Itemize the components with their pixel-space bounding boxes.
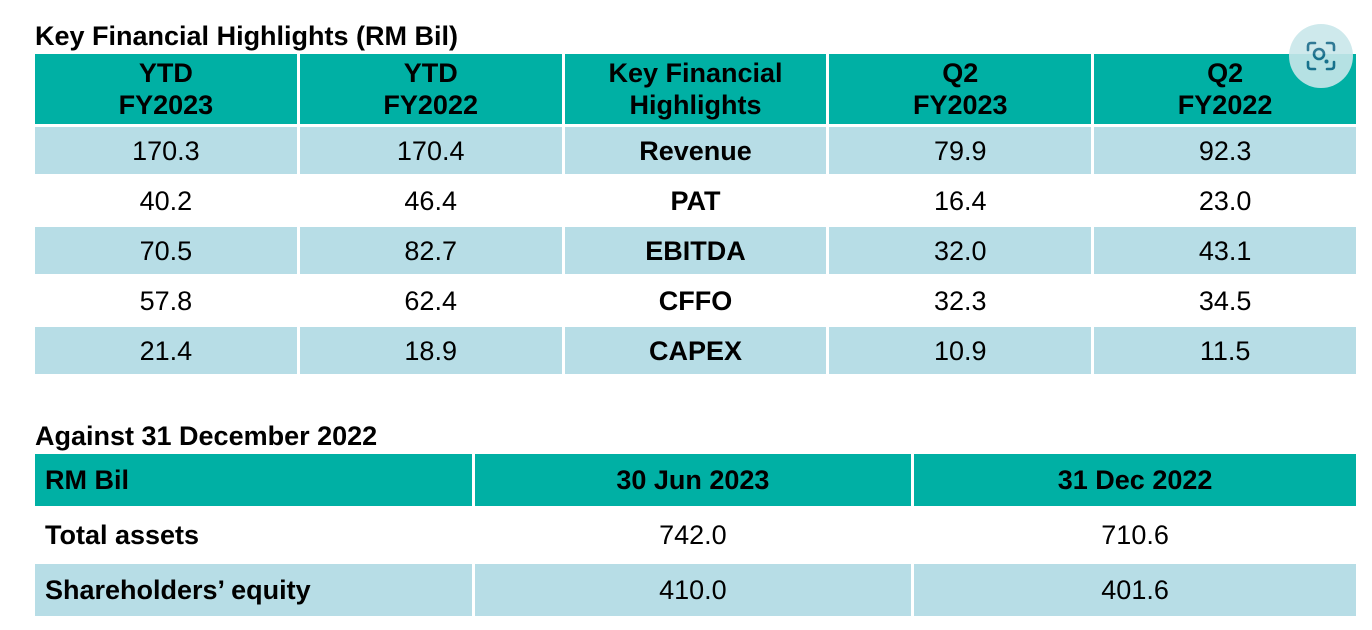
financial-highlights-table: YTD FY2023 YTD FY2022 Key Financial Highlig… <box>32 51 1359 377</box>
table-header-row: YTD FY2023 YTD FY2022 Key Financial Highlig… <box>35 54 1356 124</box>
cell-jun-2023: 410.0 <box>474 564 912 616</box>
section-title-highlights: Key Financial Highlights (RM Bil) <box>35 21 459 51</box>
header-rm-bil: RM Bil <box>35 454 472 506</box>
cell-ytd-fy2023: 40.2 <box>35 177 297 224</box>
cell-ytd-fy2023: 70.5 <box>35 227 297 274</box>
cell-jun-2023: 742.0 <box>474 509 912 561</box>
header-key-financial-highlights: Key Financial Highlights <box>564 54 827 124</box>
table-row: Shareholders’ equity 410.0 401.6 <box>35 564 1356 616</box>
cell-label: Shareholders’ equity <box>35 564 472 616</box>
cell-q2-fy2023: 79.9 <box>829 127 1092 174</box>
balance-sheet-table: RM Bil 30 Jun 2023 31 Dec 2022 Total ass… <box>32 451 1359 619</box>
table-row: 170.3 170.4 Revenue 79.9 92.3 <box>35 127 1356 174</box>
cell-metric: CAPEX <box>564 327 827 374</box>
cell-metric: Revenue <box>564 127 827 174</box>
cell-q2-fy2023: 16.4 <box>829 177 1092 224</box>
cell-ytd-fy2022: 18.9 <box>299 327 562 374</box>
header-q2-fy2023: Q2 FY2023 <box>829 54 1092 124</box>
table-row: 21.4 18.9 CAPEX 10.9 11.5 <box>35 327 1356 374</box>
cell-q2-fy2023: 10.9 <box>829 327 1092 374</box>
lens-scan-icon-glyph <box>1306 41 1336 71</box>
table-row: 57.8 62.4 CFFO 32.3 34.5 <box>35 277 1356 324</box>
cell-ytd-fy2022: 46.4 <box>299 177 562 224</box>
section-title-against-dec-2022: Against 31 December 2022 <box>35 421 378 451</box>
cell-metric: PAT <box>564 177 827 224</box>
table-row: Total assets 742.0 710.6 <box>35 509 1356 561</box>
cell-dec-2022: 401.6 <box>914 564 1356 616</box>
cell-metric: CFFO <box>564 277 827 324</box>
table-row: 40.2 46.4 PAT 16.4 23.0 <box>35 177 1356 224</box>
table-row: 70.5 82.7 EBITDA 32.0 43.1 <box>35 227 1356 274</box>
cell-ytd-fy2022: 62.4 <box>299 277 562 324</box>
cell-q2-fy2022: 23.0 <box>1094 177 1356 224</box>
header-30-jun-2023: 30 Jun 2023 <box>474 454 912 506</box>
cell-ytd-fy2022: 170.4 <box>299 127 562 174</box>
cell-ytd-fy2023: 170.3 <box>35 127 297 174</box>
cell-q2-fy2022: 11.5 <box>1094 327 1356 374</box>
header-31-dec-2022: 31 Dec 2022 <box>914 454 1356 506</box>
cell-ytd-fy2022: 82.7 <box>299 227 562 274</box>
cell-metric: EBITDA <box>564 227 827 274</box>
table-header-row: RM Bil 30 Jun 2023 31 Dec 2022 <box>35 454 1356 506</box>
cell-q2-fy2022: 92.3 <box>1094 127 1356 174</box>
cell-q2-fy2022: 34.5 <box>1094 277 1356 324</box>
lens-scan-icon[interactable] <box>1289 24 1353 88</box>
cell-q2-fy2022: 43.1 <box>1094 227 1356 274</box>
cell-ytd-fy2023: 57.8 <box>35 277 297 324</box>
cell-q2-fy2023: 32.0 <box>829 227 1092 274</box>
cell-dec-2022: 710.6 <box>914 509 1356 561</box>
cell-q2-fy2023: 32.3 <box>829 277 1092 324</box>
header-ytd-fy2022: YTD FY2022 <box>299 54 562 124</box>
cell-ytd-fy2023: 21.4 <box>35 327 297 374</box>
header-ytd-fy2023: YTD FY2023 <box>35 54 297 124</box>
cell-label: Total assets <box>35 509 472 561</box>
